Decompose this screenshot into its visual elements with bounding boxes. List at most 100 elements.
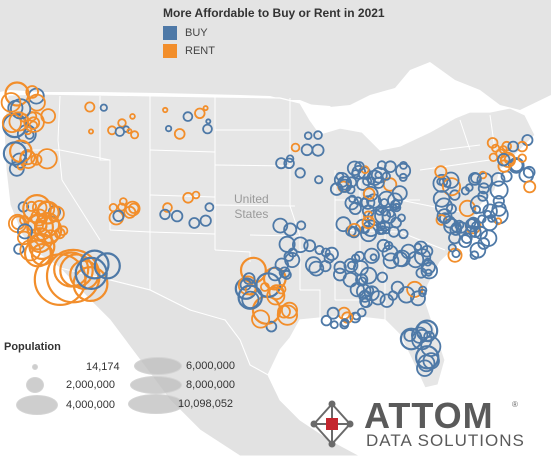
city-bubble-buy[interactable] [300,143,314,157]
city-bubble-buy[interactable] [362,176,373,187]
city-bubble-buy[interactable] [415,345,440,370]
city-bubble-buy[interactable] [489,180,509,200]
city-bubble-buy[interactable] [283,157,295,170]
city-bubble-rent[interactable] [259,282,270,292]
city-bubble-rent[interactable] [173,128,186,140]
city-bubble-rent[interactable] [363,187,376,200]
city-bubble-buy[interactable] [507,140,520,153]
city-bubble-buy[interactable] [413,248,432,266]
city-bubble-buy[interactable] [383,240,394,251]
city-bubble-buy[interactable] [477,182,490,195]
city-bubble-rent[interactable] [126,128,133,135]
city-bubble-buy[interactable] [188,217,201,229]
city-bubble-buy[interactable] [159,208,171,221]
city-bubble-buy[interactable] [384,160,397,174]
city-bubble-buy[interactable] [410,290,426,307]
city-bubble-rent[interactable] [28,120,39,130]
city-bubble-rent[interactable] [191,190,201,200]
city-bubble-rent[interactable] [361,215,376,230]
city-bubble-buy[interactable] [303,131,313,141]
city-bubble-rent[interactable] [119,197,128,206]
city-bubble-buy[interactable] [16,223,33,240]
city-bubble-buy[interactable] [392,202,402,213]
city-bubble-buy[interactable] [345,176,358,189]
city-bubble-buy[interactable] [283,251,295,262]
city-bubble-rent[interactable] [17,230,32,246]
city-bubble-rent[interactable] [30,153,43,166]
city-bubble-buy[interactable] [403,329,417,342]
city-bubble-buy[interactable] [432,173,452,193]
city-bubble-rent[interactable] [494,217,503,226]
city-bubble-buy[interactable] [204,202,215,213]
city-bubble-rent[interactable] [290,142,301,153]
city-bubble-rent[interactable] [347,223,362,238]
city-bubble-rent[interactable] [117,202,127,212]
city-bubble-rent[interactable] [72,266,109,303]
city-bubble-buy[interactable] [482,203,498,219]
city-bubble-buy[interactable] [13,243,25,255]
city-bubble-buy[interactable] [477,237,491,250]
city-bubble-buy[interactable] [339,319,350,330]
city-bubble-buy[interactable] [357,276,367,286]
city-bubble-buy[interactable] [497,152,511,167]
city-bubble-rent[interactable] [130,130,140,140]
city-bubble-rent[interactable] [0,92,22,113]
city-bubble-rent[interactable] [434,165,448,179]
city-bubble-buy[interactable] [296,220,307,231]
city-bubble-rent[interactable] [276,304,298,326]
city-bubble-rent[interactable] [488,152,499,162]
city-bubble-rent[interactable] [8,111,29,132]
city-bubble-rent[interactable] [251,309,271,329]
city-bubble-buy[interactable] [460,232,473,245]
city-bubble-rent[interactable] [523,180,537,194]
city-bubble-buy[interactable] [469,250,480,261]
city-bubble-rent[interactable] [501,140,513,152]
city-bubble-rent[interactable] [441,177,461,197]
city-bubble-buy[interactable] [265,320,278,333]
city-bubble-buy[interactable] [481,215,498,232]
city-bubble-buy[interactable] [303,239,317,253]
city-bubble-buy[interactable] [375,226,385,236]
city-bubble-buy[interactable] [395,162,412,179]
city-bubble-rent[interactable] [84,101,96,113]
city-bubble-buy[interactable] [275,157,288,170]
city-bubble-rent[interactable] [491,143,501,153]
city-bubble-buy[interactable] [165,125,173,133]
city-bubble-buy[interactable] [333,260,347,274]
city-bubble-buy[interactable] [343,257,359,273]
city-bubble-buy[interactable] [285,154,295,163]
city-bubble-rent[interactable] [458,199,476,217]
city-bubble-buy[interactable] [281,269,292,280]
city-bubble-rent[interactable] [26,213,54,242]
city-bubble-rent[interactable] [194,107,206,120]
city-bubble-buy[interactable] [346,260,357,270]
city-bubble-rent[interactable] [123,205,137,219]
city-bubble-buy[interactable] [344,195,360,211]
city-bubble-buy[interactable] [199,214,212,227]
city-bubble-buy[interactable] [418,285,428,295]
city-bubble-buy[interactable] [79,249,110,280]
city-bubble-buy[interactable] [112,209,125,222]
city-bubble-rent[interactable] [30,208,49,227]
city-bubble-buy[interactable] [314,175,324,185]
city-bubble-rent[interactable] [129,113,136,120]
city-bubble-buy[interactable] [410,326,429,344]
city-bubble-rent[interactable] [202,105,209,112]
city-bubble-buy[interactable] [205,118,212,125]
city-bubble-buy[interactable] [471,205,481,215]
city-bubble-buy[interactable] [202,123,213,135]
city-bubble-rent[interactable] [57,225,69,237]
city-bubble-rent[interactable] [162,106,169,114]
city-bubble-buy[interactable] [347,226,361,239]
city-bubble-buy[interactable] [182,111,194,122]
city-bubble-buy[interactable] [337,175,353,191]
city-bubble-buy[interactable] [329,320,339,330]
city-bubble-buy[interactable] [93,252,121,280]
city-bubble-buy[interactable] [382,252,400,270]
city-bubble-buy[interactable] [397,286,416,304]
city-bubble-rent[interactable] [497,159,511,173]
city-bubble-buy[interactable] [522,165,536,179]
city-bubble-buy[interactable] [2,141,28,166]
city-bubble-buy[interactable] [353,250,365,262]
city-bubble-buy[interactable] [390,216,402,229]
